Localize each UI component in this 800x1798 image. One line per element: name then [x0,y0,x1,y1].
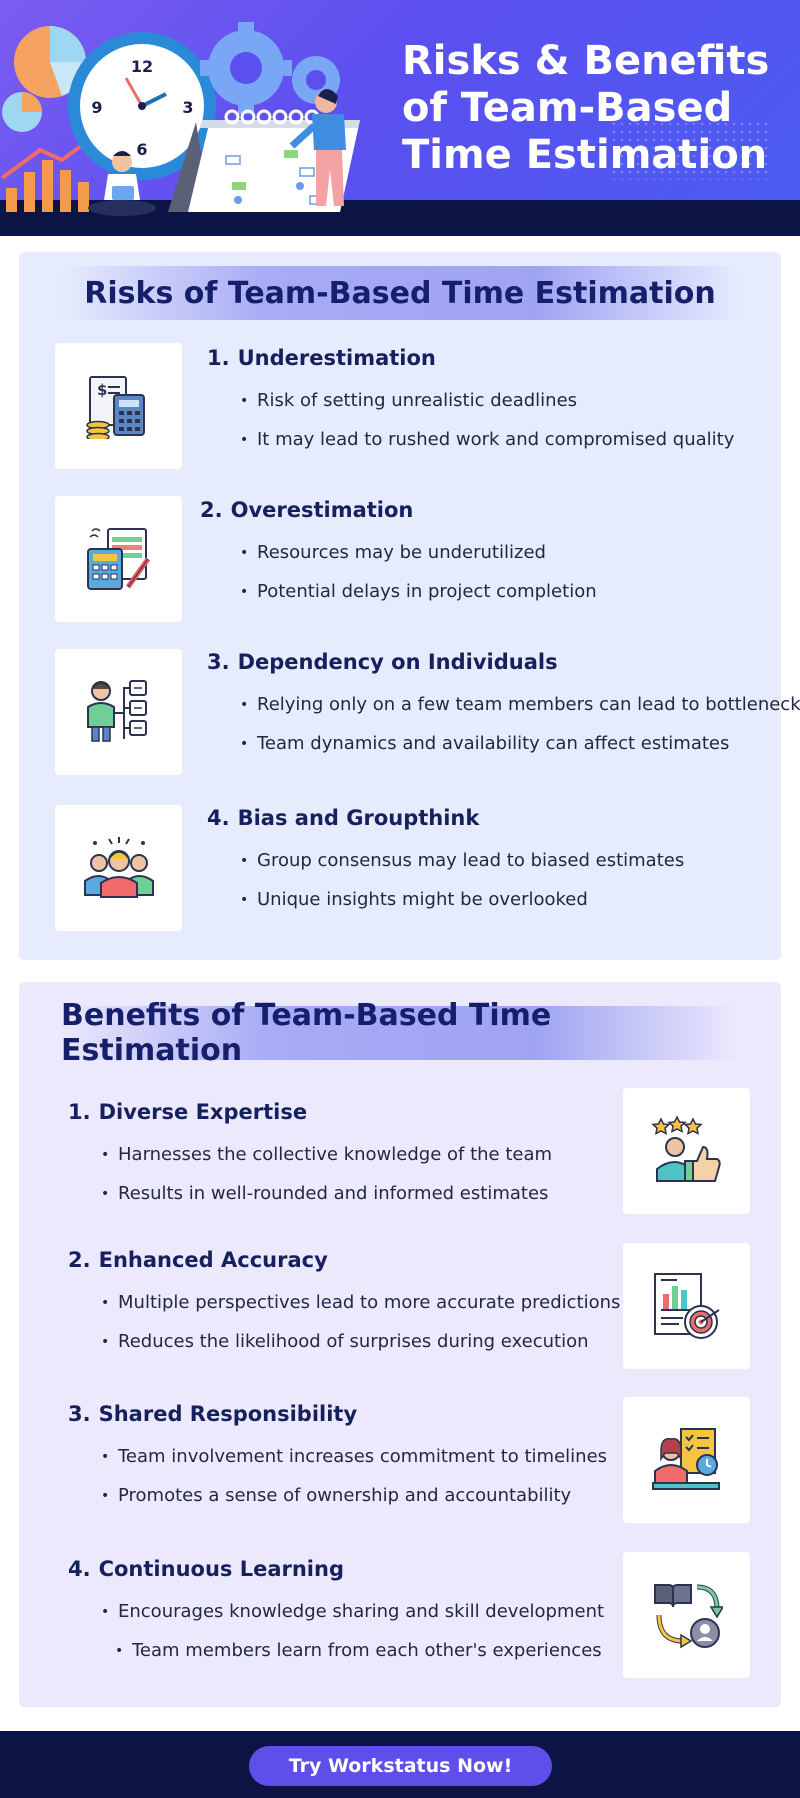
risk-4-bullet-1: Group consensus may lead to biased estim… [240,850,684,872]
report-target-icon [653,1273,720,1339]
person-checklist-clock-icon [651,1428,720,1490]
budget-calculator-icon: $ [85,376,145,439]
header-banner: 12 3 6 9 [0,0,800,236]
clock-icon: 12 3 6 9 [68,32,216,180]
dot-pattern [610,120,770,180]
benefit-1-title: 1. Diverse Expertise [68,1100,308,1124]
svg-text:$: $ [97,381,107,399]
clock-number-9: 9 [91,98,102,117]
footer-bar: Try Workstatus Now! [0,1731,800,1798]
risk-4-bullet-2: Unique insights might be overlooked [240,889,588,911]
benefit-2-bullet-2: Reduces the likelihood of surprises duri… [101,1331,589,1353]
risk-3-bullet-1: Relying only on a few team members can l… [240,694,800,716]
risk-3-icon-box [55,649,182,775]
risk-1-icon-box: $ [55,343,182,469]
risk-4-icon-box [55,805,182,931]
benefit-1-bullet-2: Results in well-rounded and informed est… [101,1183,548,1205]
person-hierarchy-icon [86,680,147,742]
benefit-2-title: 2. Enhanced Accuracy [68,1248,328,1272]
benefit-3-bullet-1: Team involvement increases commitment to… [101,1446,607,1468]
benefit-2-bullet-1: Multiple perspectives lead to more accur… [101,1292,620,1314]
benefit-1-icon-box [623,1088,750,1214]
man-with-laptop-icon [88,151,156,216]
risk-3-bullet-2: Team dynamics and availability can affec… [240,733,729,755]
risk-1-bullet-2: It may lead to rushed work and compromis… [240,429,734,451]
benefit-1-bullet-1: Harnesses the collective knowledge of th… [101,1144,552,1166]
benefits-section: Benefits of Team-Based Time Estimation 1… [19,982,781,1707]
risk-4-title: 4. Bias and Groupthink [207,806,480,830]
try-workstatus-button[interactable]: Try Workstatus Now! [249,1746,552,1786]
benefit-4-bullet-1: Encourages knowledge sharing and skill d… [101,1601,604,1623]
risk-3-title: 3. Dependency on Individuals [207,650,558,674]
risk-2-bullet-1: Resources may be underutilized [240,542,546,564]
risk-2-title: 2. Overestimation [200,498,414,522]
book-cycle-person-icon [653,1584,723,1649]
risks-section: Risks of Team-Based Time Estimation $ 1.… [19,252,800,960]
star-rating-thumbs-up-icon [650,1115,721,1182]
calculator-spreadsheet-icon [86,528,150,590]
benefit-3-icon-box [623,1397,750,1523]
risk-2-bullet-2: Potential delays in project completion [240,581,597,603]
page-title: Risks & Benefits of Team-Based Time Esti… [402,38,770,178]
benefit-3-bullet-2: Promotes a sense of ownership and accoun… [101,1485,571,1507]
risk-1-title: 1. Underestimation [207,346,436,370]
clock-number-12: 12 [131,57,153,76]
benefit-4-bullet-2: Team members learn from each other's exp… [115,1640,602,1662]
clock-number-3: 3 [182,98,193,117]
benefits-heading: Benefits of Team-Based Time Estimation [61,998,739,1068]
benefit-2-icon-box [623,1243,750,1369]
woman-figure-icon [289,89,346,206]
benefit-3-title: 3. Shared Responsibility [68,1402,358,1426]
benefit-4-icon-box [623,1552,750,1678]
risks-heading: Risks of Team-Based Time Estimation [61,266,739,320]
clock-number-6: 6 [136,140,147,159]
benefit-4-title: 4. Continuous Learning [68,1557,344,1581]
time-estimation-illustration: 12 3 6 9 [0,22,360,216]
pie-chart-icon [2,26,87,132]
gear-icon [200,22,340,114]
group-people-icon [83,837,154,898]
risk-2-icon-box [55,496,182,622]
risk-1-bullet-1: Risk of setting unrealistic deadlines [240,390,577,412]
